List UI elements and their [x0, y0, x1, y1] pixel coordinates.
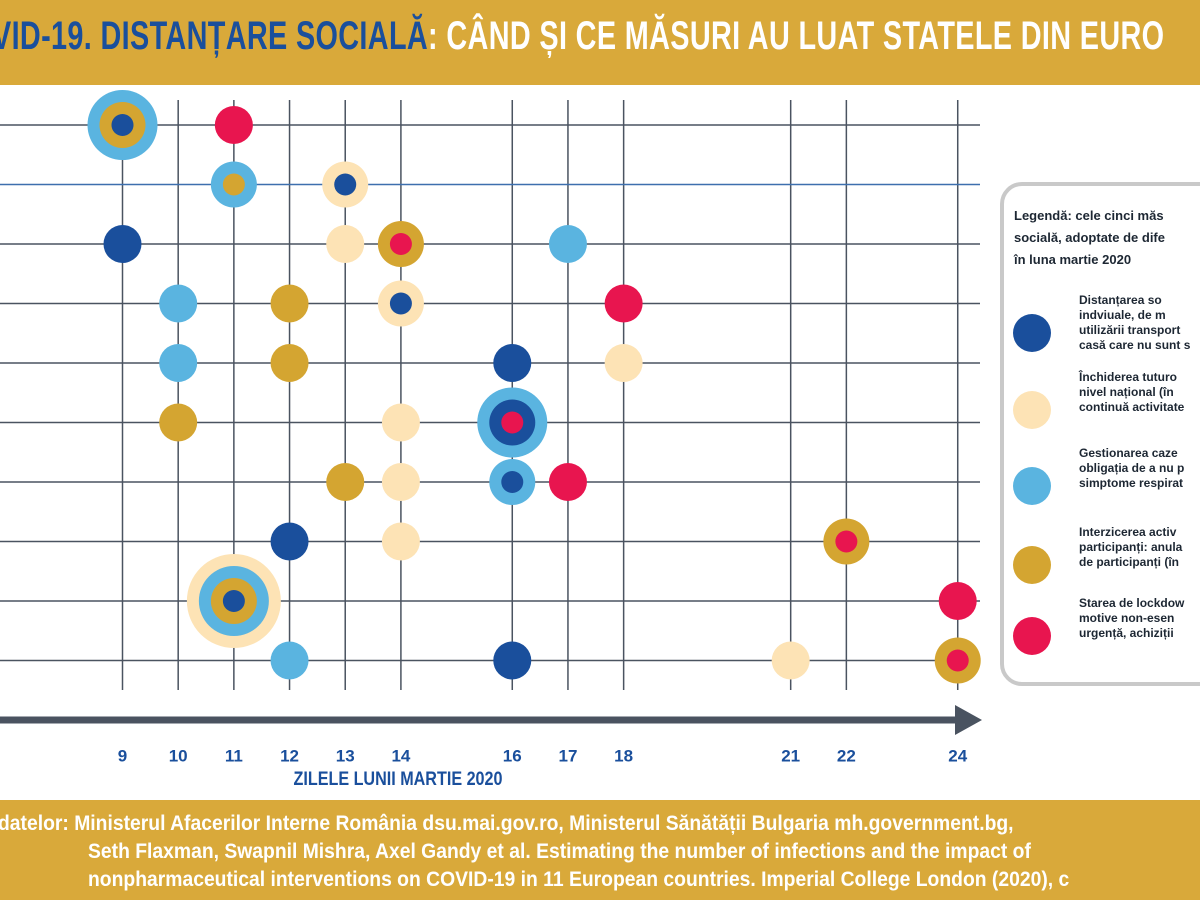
x-tick-label: 9: [118, 746, 127, 765]
measure-dot: [111, 114, 134, 136]
measure-dot: [222, 590, 245, 612]
legend-entry: Starea de lockdow motive non-esen urgenț…: [1079, 596, 1185, 640]
footer-line: Seth Flaxman, Swapnil Mishra, Axel Gandy…: [88, 840, 1031, 863]
measure-dot: [270, 344, 309, 382]
measure-dot: [501, 411, 524, 434]
measure-dot: [270, 284, 309, 323]
measure-dot: [334, 173, 357, 196]
legend-box: [1000, 182, 1200, 686]
measure-dot: [501, 471, 524, 493]
measure-dot: [159, 403, 198, 442]
measure-dot: [835, 530, 858, 553]
x-tick-label: 18: [614, 746, 633, 765]
measure-dot: [389, 292, 412, 315]
x-axis-label: ZILELE LUNII MARTIE 2020: [294, 768, 503, 790]
x-tick-label: 11: [225, 746, 243, 765]
title-part: VID-19. DISTANȚARE SOCIALĂ: [0, 14, 429, 58]
x-tick-label: 10: [169, 746, 188, 765]
x-tick-label: 22: [837, 746, 856, 765]
measure-dot: [548, 463, 587, 501]
measure-dot: [326, 463, 365, 501]
measure-dot: [214, 106, 253, 144]
measure-dot: [604, 284, 643, 323]
measure-dot: [222, 173, 245, 196]
legend-entry: Interzicerea activ participanți: anula d…: [1079, 525, 1183, 569]
measure-dot: [771, 641, 810, 680]
x-axis-arrow: [955, 705, 982, 735]
measure-dot: [493, 344, 532, 382]
x-tick-label: 16: [503, 746, 522, 765]
measure-dot: [381, 403, 420, 442]
footer-line: nonpharmaceutical interventions on COVID…: [88, 868, 1070, 891]
x-tick-label: 21: [781, 746, 800, 765]
footer-line: datelor: Ministerul Afacerilor Interne R…: [0, 812, 1014, 835]
footer-band: [0, 800, 1200, 900]
legend-entry: Distanțarea so indviuale, de m utilizări…: [1079, 293, 1191, 352]
title: VID-19. DISTANȚARE SOCIALĂ: CÂND ȘI CE M…: [0, 14, 1164, 59]
title-part: : CÂND ȘI CE MĂSURI AU LUAT STATELE DIN …: [428, 14, 1165, 58]
measure-dot: [389, 233, 412, 255]
measure-dot: [159, 284, 198, 323]
x-tick-label: 17: [558, 746, 577, 765]
measure-dot: [938, 582, 977, 620]
measure-dot: [159, 344, 198, 382]
header-band: [0, 0, 1200, 85]
measure-dot: [326, 225, 365, 263]
measure-dot: [381, 463, 420, 501]
measure-dot: [946, 649, 969, 672]
x-tick-label: 12: [280, 746, 299, 765]
x-tick-label: 13: [336, 746, 355, 765]
legend-title: Legendă: cele cinci măs socială, adoptat…: [1014, 208, 1165, 267]
x-tick-label: 14: [391, 746, 410, 765]
x-tick-label: 24: [948, 746, 967, 765]
measure-dot: [270, 522, 309, 561]
measure-dot: [381, 522, 420, 561]
measure-dot: [103, 225, 142, 263]
legend-entry: Închiderea tuturo nivel național (în con…: [1079, 370, 1185, 414]
measure-dot: [493, 641, 532, 680]
measure-dot: [604, 344, 643, 382]
legend-entry: Gestionarea caze obligația de a nu p sim…: [1079, 446, 1185, 490]
measure-dot: [548, 225, 587, 263]
measure-dot: [270, 641, 309, 680]
